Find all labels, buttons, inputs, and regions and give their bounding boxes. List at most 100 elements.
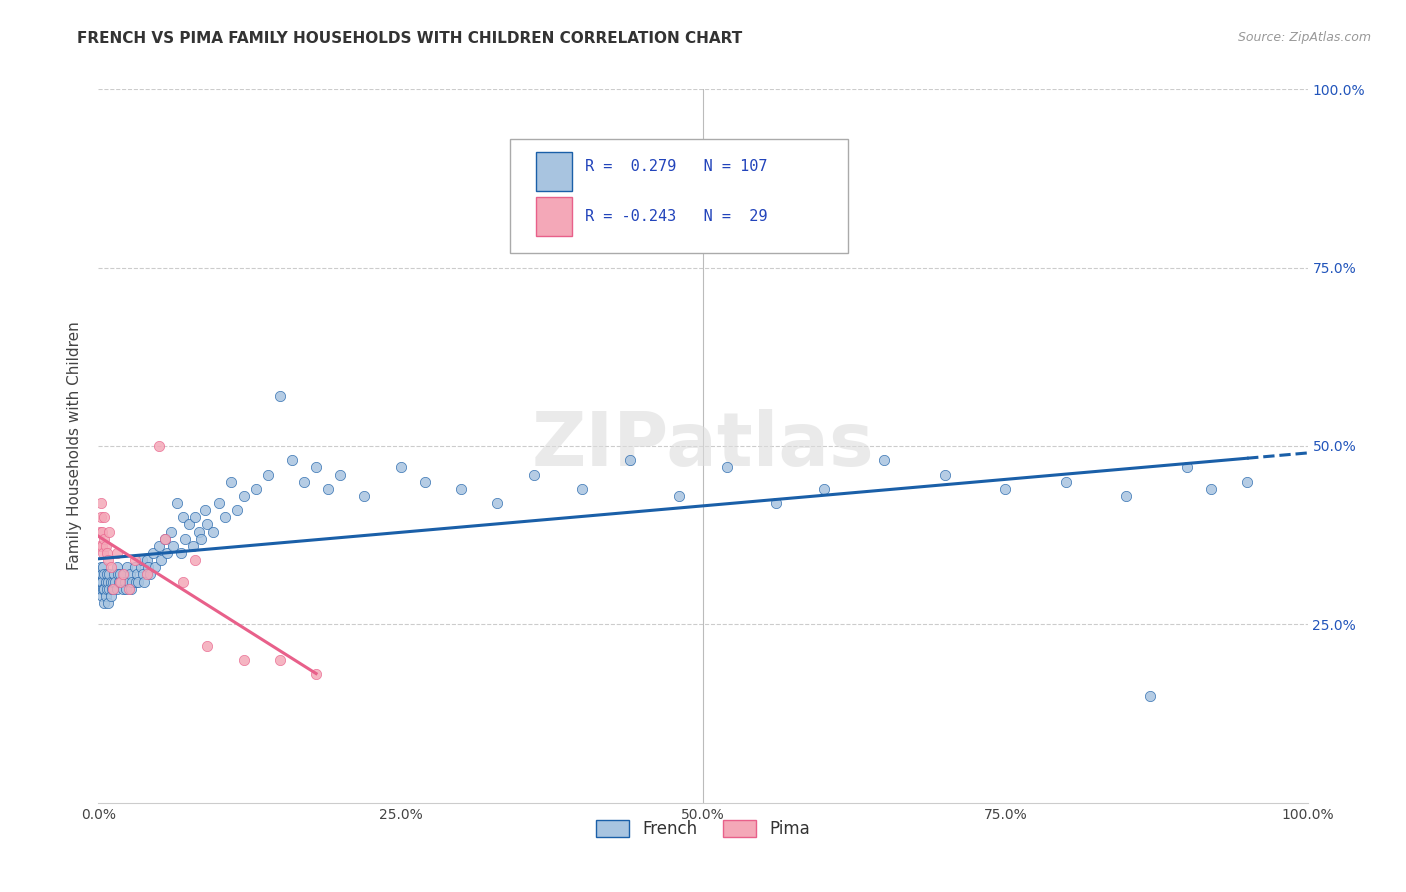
Point <box>172 510 194 524</box>
Bar <box>536 152 572 191</box>
Point <box>305 460 328 475</box>
Point <box>245 482 267 496</box>
Point <box>716 460 738 475</box>
Point <box>105 560 128 574</box>
Point <box>194 503 217 517</box>
Point <box>1236 475 1258 489</box>
Point <box>668 489 690 503</box>
Point <box>232 489 254 503</box>
Point <box>100 582 122 596</box>
Point <box>94 539 117 553</box>
Point <box>110 574 132 589</box>
Point <box>90 560 112 574</box>
Point <box>139 567 162 582</box>
Point <box>118 582 141 596</box>
Point <box>124 560 146 574</box>
Point <box>765 496 787 510</box>
Point <box>90 582 112 596</box>
Point <box>1175 460 1198 475</box>
Point <box>214 510 236 524</box>
Point <box>89 567 111 582</box>
Point <box>90 510 112 524</box>
Point <box>226 503 249 517</box>
Point <box>111 567 134 582</box>
Point <box>101 574 124 589</box>
Point <box>91 567 114 582</box>
Point <box>136 560 159 574</box>
Point <box>1115 489 1137 503</box>
Point <box>256 467 278 482</box>
Text: R =  0.279   N = 107: R = 0.279 N = 107 <box>585 159 768 174</box>
Point <box>91 582 114 596</box>
Point <box>174 532 197 546</box>
Point <box>118 574 141 589</box>
Point <box>111 582 134 596</box>
Point <box>134 574 156 589</box>
FancyBboxPatch shape <box>509 139 848 253</box>
Point <box>108 574 131 589</box>
Point <box>181 539 204 553</box>
Point <box>142 546 165 560</box>
Text: Source: ZipAtlas.com: Source: ZipAtlas.com <box>1237 31 1371 45</box>
Point <box>93 596 115 610</box>
Point <box>292 475 315 489</box>
Point <box>208 496 231 510</box>
Point <box>190 532 212 546</box>
Point <box>121 574 143 589</box>
Point <box>389 460 412 475</box>
Point <box>994 482 1017 496</box>
Point <box>112 567 135 582</box>
Point <box>124 553 146 567</box>
Point <box>450 482 472 496</box>
Point <box>184 510 207 524</box>
Point <box>98 582 121 596</box>
Point <box>100 560 122 574</box>
Point <box>202 524 225 539</box>
Point <box>90 574 112 589</box>
Point <box>103 567 125 582</box>
Point <box>96 582 118 596</box>
Point <box>153 532 176 546</box>
Point <box>1054 475 1077 489</box>
Point <box>120 582 142 596</box>
Y-axis label: Family Households with Children: Family Households with Children <box>66 322 82 570</box>
Point <box>97 596 120 610</box>
Legend: French, Pima: French, Pima <box>589 813 817 845</box>
Point <box>523 467 546 482</box>
Point <box>89 524 111 539</box>
Point <box>813 482 835 496</box>
Point <box>96 546 118 560</box>
Point <box>281 453 304 467</box>
Point <box>117 560 139 574</box>
Point <box>143 560 166 574</box>
Point <box>187 524 209 539</box>
Point <box>135 553 157 567</box>
Point <box>108 567 131 582</box>
Point <box>169 546 191 560</box>
Point <box>184 553 207 567</box>
Point <box>89 539 111 553</box>
Point <box>108 574 131 589</box>
Point <box>486 496 509 510</box>
Point <box>93 567 115 582</box>
Point <box>114 574 136 589</box>
Point <box>100 574 122 589</box>
Point <box>97 553 120 567</box>
Point <box>269 389 291 403</box>
Point <box>316 482 339 496</box>
Point <box>101 582 124 596</box>
Point <box>353 489 375 503</box>
Point <box>131 553 153 567</box>
Point <box>98 524 121 539</box>
Point <box>571 482 593 496</box>
Point <box>1199 482 1222 496</box>
Point <box>118 567 141 582</box>
Point <box>135 567 157 582</box>
Point <box>90 496 112 510</box>
Text: ZIPatlas: ZIPatlas <box>531 409 875 483</box>
Point <box>91 574 114 589</box>
Point <box>93 582 115 596</box>
Point <box>105 582 128 596</box>
Point <box>105 546 128 560</box>
Point <box>413 475 436 489</box>
